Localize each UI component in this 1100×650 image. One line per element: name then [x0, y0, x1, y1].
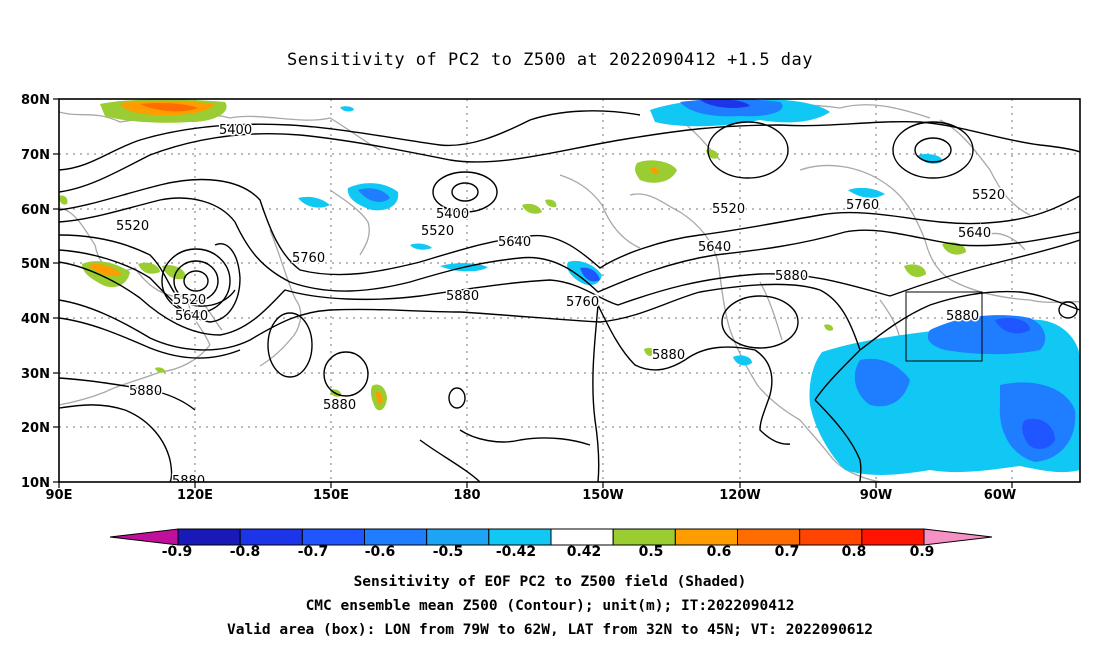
gridlines [59, 99, 1080, 482]
colorbar-labels: -0.9 -0.8 -0.7 -0.6 -0.5 -0.42 0.42 0.5 … [162, 544, 935, 560]
colorbar-segment [239, 528, 303, 546]
contour-label: 5640 [698, 240, 731, 255]
contour-labels: 5400 5520 5760 5520 5640 5880 5880 5880 … [115, 122, 1007, 489]
contour-label: 5640 [175, 309, 208, 324]
lon-label: 120E [177, 488, 213, 503]
colorbar [109, 528, 993, 546]
contour-label: 5520 [712, 202, 745, 217]
colorbar-segment [799, 528, 863, 546]
lon-label: 150E [313, 488, 349, 503]
colorbar-label: -0.6 [365, 544, 396, 560]
contour-label: 5520 [421, 224, 454, 239]
caption-line-1: Sensitivity of EOF PC2 to Z500 field (Sh… [353, 574, 747, 590]
lon-label: 90W [860, 488, 892, 503]
contour-label: 5640 [958, 226, 991, 241]
contour-label: 5400 [436, 207, 469, 222]
lat-label: 10N [21, 476, 50, 491]
contour-label: 5880 [775, 269, 808, 284]
tick-marks [53, 98, 1013, 488]
contour-label: 5520 [972, 188, 1005, 203]
colorbar-label: 0.7 [775, 544, 800, 560]
z500-contours [59, 110, 1080, 482]
colorbar-segment [364, 528, 428, 546]
colorbar-label: 0.42 [567, 544, 602, 560]
contour-label: 5760 [292, 251, 325, 266]
colorbar-label: -0.8 [230, 544, 261, 560]
lon-label: 150W [582, 488, 623, 503]
colorbar-label: 0.6 [707, 544, 732, 560]
lat-label: 60N [21, 203, 50, 218]
contour-label: 5880 [946, 309, 979, 324]
contour-label: 5640 [498, 235, 531, 250]
colorbar-label: -0.9 [162, 544, 193, 560]
colorbar-segment [737, 528, 801, 546]
contour-label: 5880 [172, 474, 205, 489]
contour-label: 5520 [173, 293, 206, 308]
lon-label: 120W [719, 488, 760, 503]
contour-label: 5880 [129, 384, 162, 399]
valid-area-box [905, 291, 983, 362]
colorbar-segment [488, 528, 552, 546]
map-frame [58, 98, 1081, 483]
contour-label: 5880 [323, 398, 356, 413]
lat-label: 40N [21, 312, 50, 327]
lat-label: 50N [21, 257, 50, 272]
colorbar-segment [861, 528, 925, 546]
colorbar-segment [674, 528, 738, 546]
contour-label: 5760 [566, 295, 599, 310]
lon-label: 60W [984, 488, 1016, 503]
caption-line-3: Valid area (box): LON from 79W to 62W, L… [226, 622, 873, 638]
colorbar-segment [177, 528, 241, 546]
colorbar-label: 0.5 [639, 544, 664, 560]
colorbar-label: -0.42 [496, 544, 536, 560]
lat-label: 30N [21, 367, 50, 382]
colorbar-arrow-left [109, 528, 179, 546]
contour-label: 5880 [446, 289, 479, 304]
latitude-labels: 80N 70N 60N 50N 40N 30N 20N 10N [21, 93, 50, 491]
colorbar-label: 0.8 [842, 544, 867, 560]
contour-label: 5880 [652, 348, 685, 363]
longitude-labels: 90E 120E 150E 180 150W 120W 90W 60W [46, 488, 1017, 503]
colorbar-label: -0.7 [298, 544, 329, 560]
colorbar-segment [550, 528, 614, 546]
caption-line-2: CMC ensemble mean Z500 (Contour); unit(m… [305, 598, 795, 614]
contour-label: 5520 [116, 219, 149, 234]
lat-label: 70N [21, 148, 50, 163]
lon-label: 180 [453, 488, 480, 503]
sensitivity-shading-negative [298, 99, 1080, 475]
lat-label: 80N [21, 93, 50, 108]
map-title: Sensitivity of PC2 to Z500 at 2022090412… [286, 50, 813, 70]
colorbar-label: 0.9 [910, 544, 935, 560]
colorbar-segment [301, 528, 366, 546]
sensitivity-shading-positive [59, 99, 966, 411]
contour-label: 5400 [219, 123, 252, 138]
colorbar-arrow-right [923, 528, 993, 546]
lat-label: 20N [21, 421, 50, 436]
lon-label: 90E [46, 488, 73, 503]
colorbar-segment [426, 528, 490, 546]
contour-label: 5760 [846, 198, 879, 213]
colorbar-segment [612, 528, 676, 546]
colorbar-label: -0.5 [433, 544, 464, 560]
